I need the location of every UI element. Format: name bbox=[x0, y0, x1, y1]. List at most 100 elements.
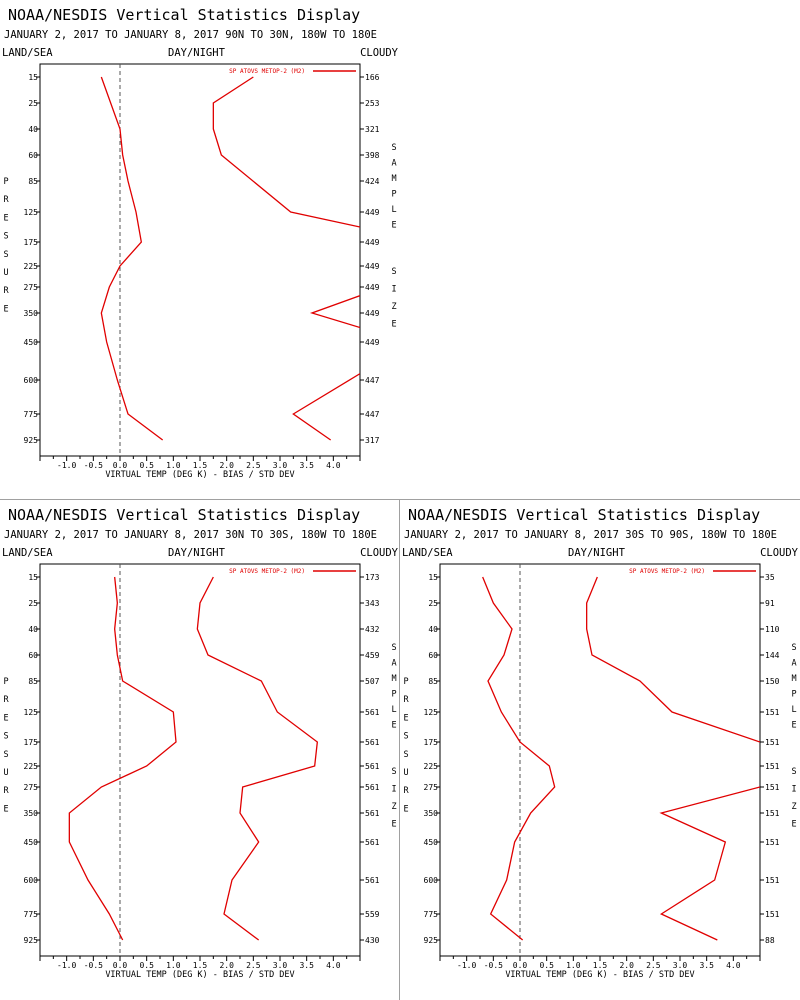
x-tick-label: 4.0 bbox=[326, 461, 341, 470]
sample-size-label: 151 bbox=[765, 708, 780, 717]
pressure-letter: P bbox=[403, 677, 408, 687]
pressure-tick-label: 225 bbox=[424, 762, 439, 771]
legend-label: SP ATOVS METOP-2 (M2) bbox=[229, 68, 305, 75]
std-dev-series-line bbox=[212, 76, 360, 228]
plot-frame bbox=[39, 563, 361, 957]
sample-size-label: 449 bbox=[365, 309, 380, 318]
x-tick-label: 0.0 bbox=[113, 961, 128, 970]
pressure-tick-label: 85 bbox=[28, 677, 38, 686]
x-tick-label: 2.5 bbox=[246, 461, 261, 470]
pressure-tick-label: 125 bbox=[424, 708, 439, 717]
sample-size-label: 110 bbox=[765, 625, 780, 634]
pressure-tick-label: 125 bbox=[24, 708, 39, 717]
chart-panel-north: NOAA/NESDIS Vertical Statistics Display J… bbox=[0, 0, 400, 500]
x-tick-label: 3.0 bbox=[273, 461, 288, 470]
pressure-letter: P bbox=[3, 177, 8, 187]
x-tick-label: -1.0 bbox=[57, 461, 76, 470]
day-night-label: DAY/NIGHT bbox=[168, 547, 226, 559]
chart-svg: NOAA/NESDIS Vertical Statistics Display J… bbox=[2, 6, 399, 480]
x-axis-label: VIRTUAL TEMP (DEG K) - BIAS / STD DEV bbox=[105, 970, 294, 980]
size-letter: S bbox=[391, 267, 396, 277]
pressure-tick-label: 15 bbox=[28, 573, 38, 582]
pressure-letter: R bbox=[3, 195, 9, 205]
size-letter: Z bbox=[391, 802, 396, 812]
sample-size-label: 144 bbox=[765, 651, 780, 660]
pressure-tick-label: 60 bbox=[28, 651, 38, 660]
sample-size-label: 447 bbox=[365, 410, 380, 419]
sample-size-label: 317 bbox=[365, 436, 380, 445]
x-tick-label: 1.0 bbox=[166, 961, 181, 970]
size-letter: I bbox=[391, 785, 396, 795]
sample-size-label: 459 bbox=[365, 651, 380, 660]
sample-size-label: 253 bbox=[365, 99, 380, 108]
pressure-tick-label: 275 bbox=[424, 783, 439, 792]
pressure-tick-label: 450 bbox=[24, 338, 39, 347]
pressure-tick-label: 60 bbox=[28, 151, 38, 160]
pressure-tick-label: 40 bbox=[428, 625, 438, 634]
x-tick-label: 1.5 bbox=[193, 461, 208, 470]
period-region: JANUARY 2, 2017 TO JANUARY 8, 2017 30N T… bbox=[4, 529, 377, 541]
sample-size-label: 151 bbox=[765, 910, 780, 919]
sample-letter: E bbox=[391, 221, 396, 231]
display-title: NOAA/NESDIS Vertical Statistics Display bbox=[408, 506, 760, 524]
pressure-tick-label: 925 bbox=[424, 936, 439, 945]
pressure-tick-label: 350 bbox=[24, 809, 39, 818]
pressure-tick-label: 925 bbox=[24, 436, 39, 445]
x-tick-label: 0.0 bbox=[113, 461, 128, 470]
sample-size-label: 173 bbox=[365, 573, 380, 582]
pressure-tick-label: 450 bbox=[24, 838, 39, 847]
sample-size-label: 151 bbox=[765, 876, 780, 885]
x-tick-label: 0.5 bbox=[139, 961, 154, 970]
chart-svg: NOAA/NESDIS Vertical Statistics Display J… bbox=[402, 506, 799, 980]
period-region: JANUARY 2, 2017 TO JANUARY 8, 2017 90N T… bbox=[4, 29, 377, 41]
chart-svg: NOAA/NESDIS Vertical Statistics Display J… bbox=[2, 506, 399, 980]
std-dev-series-line bbox=[586, 576, 760, 743]
x-tick-label: -0.5 bbox=[84, 961, 103, 970]
x-tick-label: 0.5 bbox=[539, 961, 554, 970]
pressure-letter: S bbox=[3, 232, 8, 242]
sample-size-label: 561 bbox=[365, 708, 380, 717]
sample-size-label: 151 bbox=[765, 738, 780, 747]
period-region: JANUARY 2, 2017 TO JANUARY 8, 2017 30S T… bbox=[404, 529, 777, 541]
x-tick-label: -1.0 bbox=[57, 961, 76, 970]
pressure-tick-label: 40 bbox=[28, 125, 38, 134]
x-tick-label: 3.0 bbox=[673, 961, 688, 970]
pressure-letter: U bbox=[403, 768, 408, 778]
sample-size-label: 447 bbox=[365, 376, 380, 385]
x-tick-label: 2.5 bbox=[646, 961, 661, 970]
sample-letter: S bbox=[391, 143, 396, 153]
chart-panel-tropics: NOAA/NESDIS Vertical Statistics Display J… bbox=[0, 500, 400, 1000]
pressure-tick-label: 25 bbox=[28, 599, 38, 608]
pressure-letter: R bbox=[403, 695, 409, 705]
day-night-label: DAY/NIGHT bbox=[568, 547, 626, 559]
sample-size-label: 561 bbox=[365, 738, 380, 747]
land-sea-label: LAND/SEA bbox=[2, 47, 53, 59]
sample-letter: M bbox=[391, 674, 396, 684]
pressure-tick-label: 15 bbox=[28, 73, 38, 82]
x-tick-label: 3.5 bbox=[699, 961, 714, 970]
sample-letter: E bbox=[391, 721, 396, 731]
legend-label: SP ATOVS METOP-2 (M2) bbox=[629, 568, 705, 575]
pressure-letter: E bbox=[403, 713, 408, 723]
sample-size-label: 166 bbox=[365, 73, 380, 82]
x-tick-label: -0.5 bbox=[84, 461, 103, 470]
pressure-tick-label: 225 bbox=[24, 762, 39, 771]
sample-letter: S bbox=[791, 643, 796, 653]
sample-letter: L bbox=[791, 705, 796, 715]
x-tick-label: 1.0 bbox=[166, 461, 181, 470]
plot-frame bbox=[439, 563, 761, 957]
legend-label: SP ATOVS METOP-2 (M2) bbox=[229, 568, 305, 575]
size-letter: I bbox=[791, 785, 796, 795]
sample-letter: P bbox=[791, 690, 796, 700]
display-title: NOAA/NESDIS Vertical Statistics Display bbox=[8, 506, 360, 524]
land-sea-label: LAND/SEA bbox=[402, 547, 453, 559]
pressure-letter: E bbox=[3, 304, 8, 314]
size-letter: S bbox=[391, 767, 396, 777]
sample-size-label: 151 bbox=[765, 809, 780, 818]
sample-size-label: 151 bbox=[765, 762, 780, 771]
pressure-letter: P bbox=[3, 677, 8, 687]
plot-data bbox=[68, 576, 319, 941]
size-letter: I bbox=[391, 285, 396, 295]
sample-letter: E bbox=[791, 721, 796, 731]
sample-letter: S bbox=[391, 643, 396, 653]
